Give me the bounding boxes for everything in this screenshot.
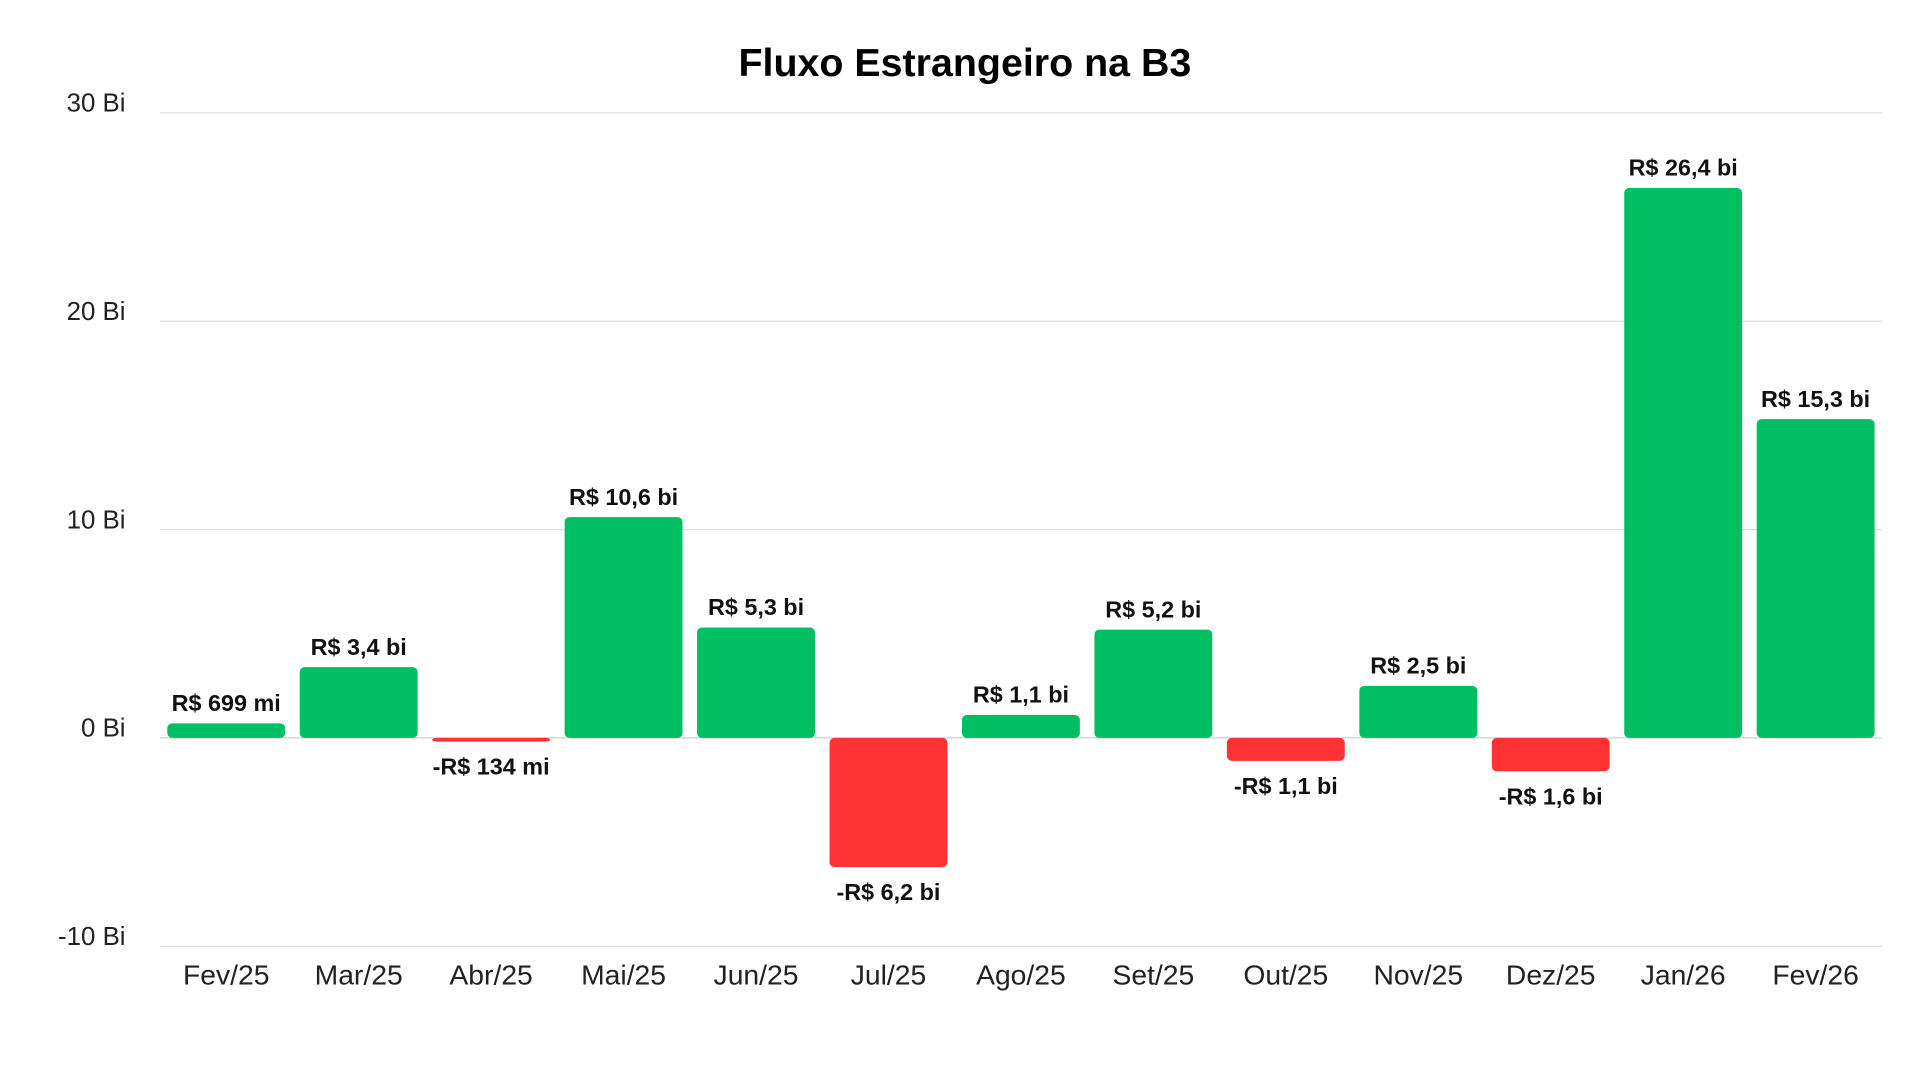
- bar: [829, 737, 948, 868]
- x-tick-label: Jun/25: [714, 958, 799, 990]
- data-label: R$ 5,2 bi: [1105, 596, 1201, 622]
- bar: [1491, 737, 1610, 772]
- bar: [1624, 187, 1743, 738]
- x-tick-label: Out/25: [1243, 958, 1328, 990]
- x-tick-label: Fev/25: [183, 958, 269, 990]
- data-label: R$ 5,3 bi: [708, 594, 804, 620]
- x-tick-label: Dez/25: [1506, 958, 1596, 990]
- data-label: R$ 1,1 bi: [973, 682, 1069, 708]
- y-tick-label: -10 Bi: [58, 923, 125, 951]
- data-label: -R$ 1,6 bi: [1499, 783, 1603, 809]
- data-label: -R$ 134 mi: [433, 754, 550, 780]
- x-tick-label: Abr/25: [449, 958, 532, 990]
- chart-title: Fluxo Estrangeiro na B3: [739, 41, 1192, 85]
- y-tick-label: 0 Bi: [81, 715, 126, 743]
- data-label: R$ 2,5 bi: [1370, 653, 1466, 679]
- bar: [961, 714, 1080, 738]
- bar: [299, 667, 418, 738]
- data-label: R$ 26,4 bi: [1629, 155, 1738, 181]
- bar: [1359, 685, 1478, 738]
- data-label: R$ 3,4 bi: [311, 634, 407, 660]
- bar: [167, 723, 286, 738]
- data-label: -R$ 1,1 bi: [1234, 773, 1338, 799]
- bar: [697, 627, 815, 738]
- y-tick-label: 30 Bi: [67, 90, 126, 118]
- data-label: R$ 699 mi: [172, 690, 281, 716]
- x-tick-label: Fev/26: [1772, 958, 1858, 990]
- x-tick-label: Jan/26: [1641, 958, 1726, 990]
- bar: [1756, 419, 1875, 738]
- x-tick-label: Set/25: [1112, 958, 1194, 990]
- data-label: R$ 10,6 bi: [569, 484, 678, 510]
- y-tick-label: 20 Bi: [67, 298, 126, 326]
- bar: [1226, 737, 1345, 761]
- x-tick-label: Mar/25: [315, 958, 403, 990]
- y-tick-label: 10 Bi: [67, 506, 126, 534]
- x-tick-label: Jul/25: [851, 958, 926, 990]
- bar: [564, 517, 683, 738]
- data-label: R$ 15,3 bi: [1761, 386, 1870, 412]
- bar: [432, 737, 551, 742]
- x-tick-label: Nov/25: [1373, 958, 1463, 990]
- x-tick-label: Mai/25: [581, 958, 666, 990]
- x-tick-label: Ago/25: [976, 958, 1066, 990]
- bar: [1094, 629, 1213, 738]
- data-label: -R$ 6,2 bi: [837, 879, 941, 905]
